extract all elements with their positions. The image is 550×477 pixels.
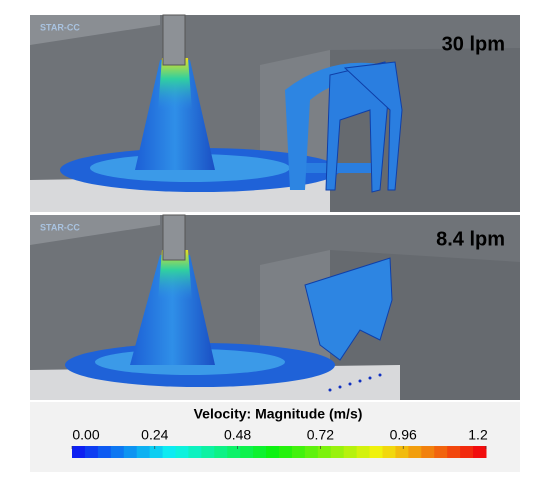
- wall: [30, 15, 160, 45]
- flow-label: 8.4 lpm: [436, 228, 505, 250]
- holes: [328, 373, 382, 392]
- watermark: STAR-CC: [40, 22, 80, 32]
- nozzle: [162, 214, 186, 261]
- watermark: STAR-CC: [40, 222, 80, 232]
- colorbar-swatch: [279, 446, 293, 458]
- colorbar-swatch: [356, 446, 371, 458]
- wall: [30, 215, 160, 245]
- colorbar-swatch: [460, 446, 474, 458]
- colorbar-swatch: [188, 446, 202, 458]
- colorbar-panel: [30, 402, 520, 472]
- colorbar-swatch: [434, 446, 448, 458]
- colorbar-swatch: [149, 446, 164, 458]
- colorbar-swatch: [214, 446, 228, 458]
- colorbar-swatch: [162, 446, 176, 458]
- panel-bottom: 8.4 lpm STAR-CC: [30, 214, 520, 400]
- stream: [300, 163, 380, 173]
- cone: [130, 255, 215, 365]
- colorbar-swatch: [395, 446, 409, 458]
- colorbar-tick-label: 0.96: [390, 427, 417, 443]
- colorbar-swatch: [382, 446, 396, 458]
- colorbar-swatch: [253, 446, 267, 458]
- jets: [325, 61, 403, 193]
- cone: [135, 60, 215, 170]
- flow-label: 30 lpm: [442, 33, 505, 55]
- colorbar-swatch: [330, 446, 345, 458]
- colorbar-swatch: [304, 446, 319, 458]
- colorbar-swatch: [110, 446, 125, 458]
- colorbar-swatch: [421, 446, 435, 458]
- colorbar-tick-label: 0.24: [141, 427, 168, 443]
- colorbar-swatch: [291, 446, 306, 458]
- cone-hot: [158, 58, 192, 110]
- jets: [304, 257, 393, 361]
- colorbar-swatch: [317, 446, 332, 458]
- cone-hot: [158, 250, 192, 300]
- colorbar-swatch: [408, 446, 422, 458]
- colorbar-swatch: [369, 446, 383, 458]
- colorbar-tick-label: 0.48: [224, 427, 251, 443]
- colorbar-swatch: [240, 446, 254, 458]
- nozzle: [162, 14, 186, 66]
- colorbar-swatch: [266, 446, 280, 458]
- colorbar-swatch: [343, 446, 358, 458]
- colorbar-title: Velocity: Magnitude (m/s): [194, 406, 363, 422]
- colorbar-swatch: [72, 446, 86, 458]
- colorbar-swatch: [227, 446, 241, 458]
- colorbar-swatch: [447, 446, 461, 458]
- colorbar-swatch: [201, 446, 215, 458]
- panel-top: 30 lpm STAR-CC: [30, 14, 520, 212]
- colorbar-swatch: [123, 446, 138, 458]
- colorbar-swatch: [175, 446, 189, 458]
- colorbar-tick-label: 0.00: [72, 427, 99, 443]
- colorbar-tick-label: 1.2: [468, 427, 488, 443]
- colorbar-swatch: [136, 446, 151, 458]
- colorbar-tick-label: 0.72: [307, 427, 334, 443]
- colorbar-swatch: [473, 446, 487, 458]
- colorbar-swatch: [84, 446, 99, 458]
- colorbar-swatch: [97, 446, 112, 458]
- jet: [285, 62, 385, 190]
